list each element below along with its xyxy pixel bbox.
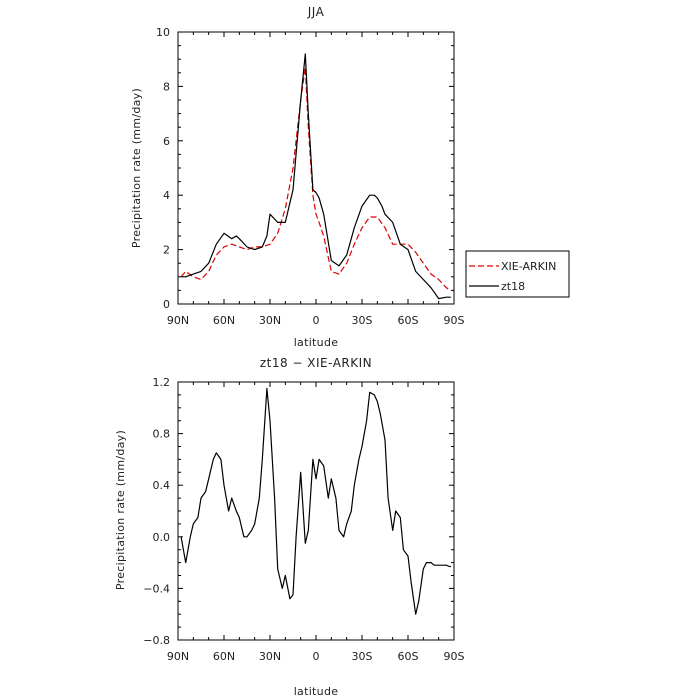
legend-box — [465, 250, 570, 298]
x-tick-label: 30N — [259, 650, 281, 663]
top-plot-area: 90N 60N 30N 0 30S 60S 90S 0 2 4 6 8 10 — [156, 26, 465, 327]
bottom-y-axis-label: Precipitation rate (mm/day) — [114, 430, 127, 590]
x-tick-label: 60S — [398, 650, 419, 663]
y-tick-label: 0.0 — [153, 531, 171, 544]
y-tick-label: 0.8 — [153, 428, 171, 441]
y-tick-label: 0 — [163, 298, 170, 311]
x-tick-label: 90N — [167, 650, 189, 663]
bottom-panel: zt18 − XIE-ARKIN 90N 60N 30N 0 30S 60S 90S −0.8… — [114, 356, 465, 698]
x-tick-label: 90S — [444, 314, 465, 327]
y-tick-label: 6 — [163, 135, 170, 148]
y-tick-label: −0.8 — [143, 634, 170, 647]
plot-frame — [177, 381, 455, 641]
x-tick-label: 30S — [352, 314, 373, 327]
legend-label-zt18: zt18 — [501, 280, 525, 293]
bottom-plot-area: 90N 60N 30N 0 30S 60S 90S −0.8 −0.4 0.0 0.4 0.8 1.2 — [143, 376, 464, 663]
y-tick-label: 0.4 — [153, 479, 171, 492]
x-tick-label: 90S — [444, 650, 465, 663]
series-line-difference — [180, 387, 451, 615]
y-tick-label: 1.2 — [153, 376, 171, 389]
x-tick-label: 60S — [398, 314, 419, 327]
x-tick-label: 30S — [352, 650, 373, 663]
top-x-axis-label: latitude — [294, 336, 339, 349]
x-tick-label: 60N — [213, 314, 235, 327]
x-tick-label: 0 — [313, 650, 320, 663]
legend-label-xie-arkin: XIE-ARKIN — [501, 260, 556, 273]
top-panel-title: JJA — [307, 5, 325, 19]
x-tick-label: 30N — [259, 314, 281, 327]
legend: XIE-ARKIN zt18 — [465, 250, 570, 298]
y-tick-label: −0.4 — [143, 582, 170, 595]
bottom-panel-title: zt18 − XIE-ARKIN — [260, 356, 372, 370]
series-line-zt18 — [181, 53, 451, 300]
x-tick-label: 90N — [167, 314, 189, 327]
y-tick-label: 8 — [163, 80, 170, 93]
bottom-x-axis-label: latitude — [294, 685, 339, 698]
y-tick-label: 10 — [156, 26, 170, 39]
y-tick-label: 2 — [163, 244, 170, 257]
x-tick-label: 60N — [213, 650, 235, 663]
top-y-axis-label: Precipitation rate (mm/day) — [130, 88, 143, 248]
y-tick-label: 4 — [163, 189, 170, 202]
x-tick-label: 0 — [313, 314, 320, 327]
series-line-xie-arkin — [180, 66, 452, 291]
